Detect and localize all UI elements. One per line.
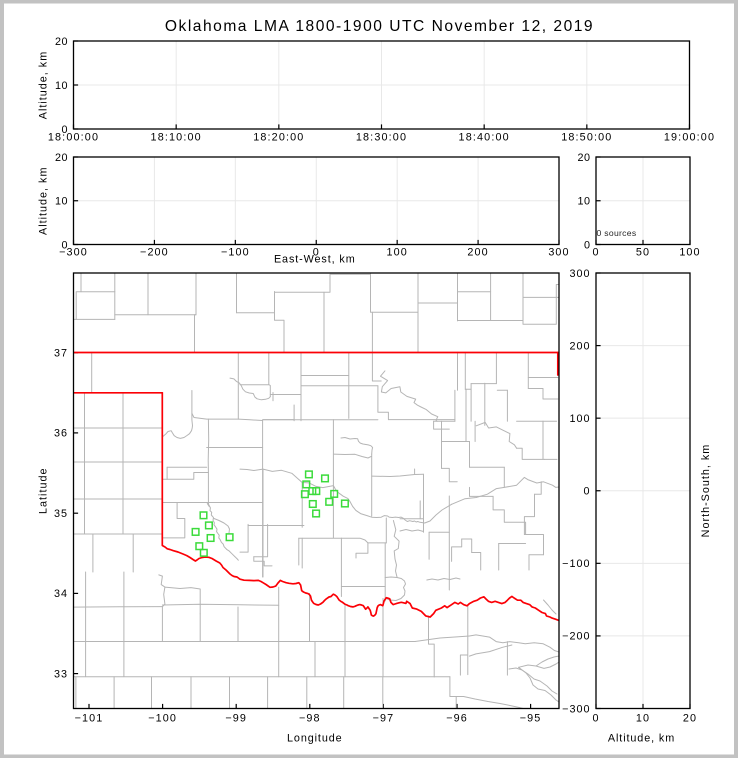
svg-text:−100: −100 bbox=[148, 713, 177, 725]
svg-text:Altitude, km: Altitude, km bbox=[38, 51, 50, 119]
svg-text:36: 36 bbox=[54, 428, 68, 440]
svg-text:20: 20 bbox=[55, 36, 68, 48]
svg-text:20: 20 bbox=[55, 152, 68, 164]
svg-text:18:00:00: 18:00:00 bbox=[48, 132, 99, 144]
svg-text:−96: −96 bbox=[446, 713, 468, 725]
svg-text:18:40:00: 18:40:00 bbox=[459, 132, 510, 144]
svg-text:10: 10 bbox=[55, 196, 68, 208]
svg-text:10: 10 bbox=[577, 196, 590, 208]
svg-text:Altitude, km: Altitude, km bbox=[38, 167, 50, 235]
svg-text:0: 0 bbox=[592, 247, 599, 259]
svg-text:−200: −200 bbox=[562, 631, 590, 643]
svg-text:Latitude: Latitude bbox=[38, 468, 50, 514]
svg-text:100: 100 bbox=[679, 247, 700, 259]
svg-text:−97: −97 bbox=[373, 713, 395, 725]
svg-text:Oklahoma LMA 1800-1900 UTC Nov: Oklahoma LMA 1800-1900 UTC November 12, … bbox=[165, 18, 594, 35]
svg-text:Longitude: Longitude bbox=[287, 732, 343, 744]
svg-text:20: 20 bbox=[577, 152, 590, 164]
svg-text:0: 0 bbox=[584, 239, 591, 251]
svg-text:200: 200 bbox=[467, 247, 488, 259]
svg-text:−99: −99 bbox=[225, 713, 247, 725]
svg-text:20: 20 bbox=[683, 713, 697, 725]
svg-text:North-South, km: North-South, km bbox=[700, 444, 712, 538]
svg-text:0: 0 bbox=[61, 239, 68, 251]
svg-text:33: 33 bbox=[54, 668, 68, 680]
svg-text:19:00:00: 19:00:00 bbox=[664, 132, 715, 144]
svg-text:0 sources: 0 sources bbox=[597, 228, 637, 238]
svg-text:10: 10 bbox=[636, 713, 650, 725]
svg-text:18:10:00: 18:10:00 bbox=[151, 132, 202, 144]
svg-text:100: 100 bbox=[569, 413, 590, 425]
svg-text:0: 0 bbox=[592, 713, 599, 725]
svg-text:0: 0 bbox=[583, 486, 590, 498]
svg-text:0: 0 bbox=[313, 247, 320, 259]
svg-text:10: 10 bbox=[55, 80, 68, 92]
svg-text:18:20:00: 18:20:00 bbox=[253, 132, 304, 144]
svg-text:200: 200 bbox=[569, 340, 590, 352]
svg-text:−98: −98 bbox=[299, 713, 321, 725]
svg-text:−300: −300 bbox=[59, 247, 88, 259]
svg-text:−100: −100 bbox=[221, 247, 250, 259]
svg-text:34: 34 bbox=[54, 588, 68, 600]
svg-text:37: 37 bbox=[54, 348, 68, 360]
svg-text:−95: −95 bbox=[520, 713, 542, 725]
svg-text:35: 35 bbox=[54, 508, 68, 520]
svg-text:−300: −300 bbox=[562, 703, 590, 715]
svg-text:−200: −200 bbox=[140, 247, 169, 259]
svg-text:100: 100 bbox=[387, 247, 408, 259]
svg-text:Altitude, km: Altitude, km bbox=[608, 732, 675, 744]
svg-text:300: 300 bbox=[569, 268, 590, 280]
svg-text:−100: −100 bbox=[562, 558, 590, 570]
svg-text:−101: −101 bbox=[75, 713, 104, 725]
svg-text:50: 50 bbox=[636, 247, 650, 259]
svg-text:18:50:00: 18:50:00 bbox=[561, 132, 612, 144]
svg-text:East-West, km: East-West, km bbox=[274, 253, 356, 265]
svg-text:300: 300 bbox=[548, 247, 569, 259]
svg-text:0: 0 bbox=[61, 124, 68, 136]
svg-text:18:30:00: 18:30:00 bbox=[356, 132, 407, 144]
